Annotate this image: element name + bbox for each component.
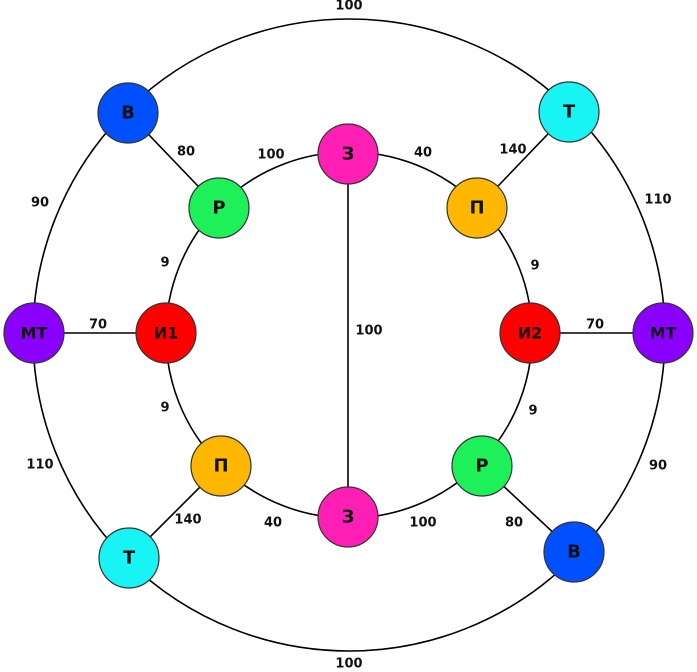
node-b-bottom-circle [543, 521, 605, 583]
node-i1-label: И1 [154, 324, 179, 343]
weight-r-top-z-top: 100 [257, 148, 284, 163]
node-b-bottom-label: В [567, 542, 581, 563]
weight-z-top-p-top: 40 [414, 146, 432, 161]
node-b-bottom: В [543, 521, 605, 583]
weight-z-bottom-r-bottom: 100 [409, 516, 436, 531]
weight-z-top-z-bottom: 100 [355, 324, 382, 339]
weight-b-top-mt-left: 90 [31, 196, 49, 211]
weight-mt-right-b-bottom: 90 [649, 459, 667, 474]
node-b-top-circle [97, 82, 159, 144]
node-p-bottom: П [190, 435, 252, 497]
node-i2: И2 [499, 302, 561, 364]
node-z-bottom-circle [317, 486, 379, 548]
weight-p-top-i2: 9 [530, 259, 539, 274]
weight-i2-r-bottom: 9 [528, 404, 537, 419]
node-mt-right-label: МТ [650, 324, 677, 343]
node-z-top-label: З [342, 144, 355, 165]
node-t-bottom-label: Т [123, 548, 136, 569]
weight-p-bottom-z-bottom: 40 [264, 516, 282, 531]
node-i2-circle [499, 302, 561, 364]
node-mt-left-circle [3, 302, 65, 364]
node-t-top-circle [538, 81, 600, 143]
weight-mt-left-i1: 70 [89, 318, 107, 333]
node-t-top: Т [538, 81, 600, 143]
edge-weights: 100 90 110 110 90 100 80 140 70 70 140 8… [26, 0, 671, 672]
node-mt-left: МТ [3, 302, 65, 364]
node-z-bottom: З [317, 486, 379, 548]
weight-t-top-p-top: 140 [499, 143, 526, 158]
weight-mt-right-i2: 70 [586, 318, 604, 333]
node-i1-circle [135, 302, 197, 364]
node-r-top-label: Р [212, 198, 225, 219]
node-b-top-label: В [121, 103, 135, 124]
weight-i1-p-bottom: 9 [160, 401, 169, 416]
node-r-bottom-label: Р [475, 456, 488, 477]
node-p-bottom-label: П [213, 456, 228, 477]
node-p-top-label: П [469, 198, 484, 219]
node-p-top-circle [446, 177, 508, 239]
weight-mt-left-t-bottom: 110 [26, 458, 53, 473]
weight-b-top-t-top: 100 [335, 0, 362, 14]
weight-t-top-mt-right: 110 [644, 193, 671, 208]
node-r-bottom-circle [451, 435, 513, 497]
weight-r-top-i1: 9 [160, 256, 169, 271]
node-z-top-circle [317, 123, 379, 185]
node-p-top: П [446, 177, 508, 239]
node-i1: И1 [135, 302, 197, 364]
node-mt-right-circle [632, 302, 694, 364]
weight-t-bottom-b-bottom: 100 [335, 657, 362, 672]
weight-b-top-r-top: 80 [177, 145, 195, 160]
node-t-bottom: Т [98, 527, 160, 589]
node-p-bottom-circle [190, 435, 252, 497]
node-r-bottom: Р [451, 435, 513, 497]
node-t-bottom-circle [98, 527, 160, 589]
weight-t-bottom-p-bottom: 140 [174, 513, 201, 528]
node-z-bottom-label: З [342, 507, 355, 528]
node-mt-left-label: МТ [21, 324, 48, 343]
node-z-top: З [317, 123, 379, 185]
node-r-top-circle [188, 177, 250, 239]
node-t-top-label: Т [563, 102, 576, 123]
node-r-top: Р [188, 177, 250, 239]
weight-b-bottom-r-bottom: 80 [505, 516, 523, 531]
node-i2-label: И2 [518, 324, 543, 343]
node-mt-right: МТ [632, 302, 694, 364]
node-b-top: В [97, 82, 159, 144]
